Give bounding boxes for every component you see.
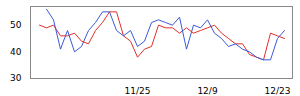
svg-text:50: 50 [10, 20, 22, 30]
svg-text:12/9: 12/9 [197, 86, 217, 96]
svg-text:30: 30 [10, 73, 22, 83]
svg-text:12/23: 12/23 [265, 86, 291, 96]
svg-text:11/25: 11/25 [125, 86, 151, 96]
svg-text:40: 40 [10, 47, 22, 57]
